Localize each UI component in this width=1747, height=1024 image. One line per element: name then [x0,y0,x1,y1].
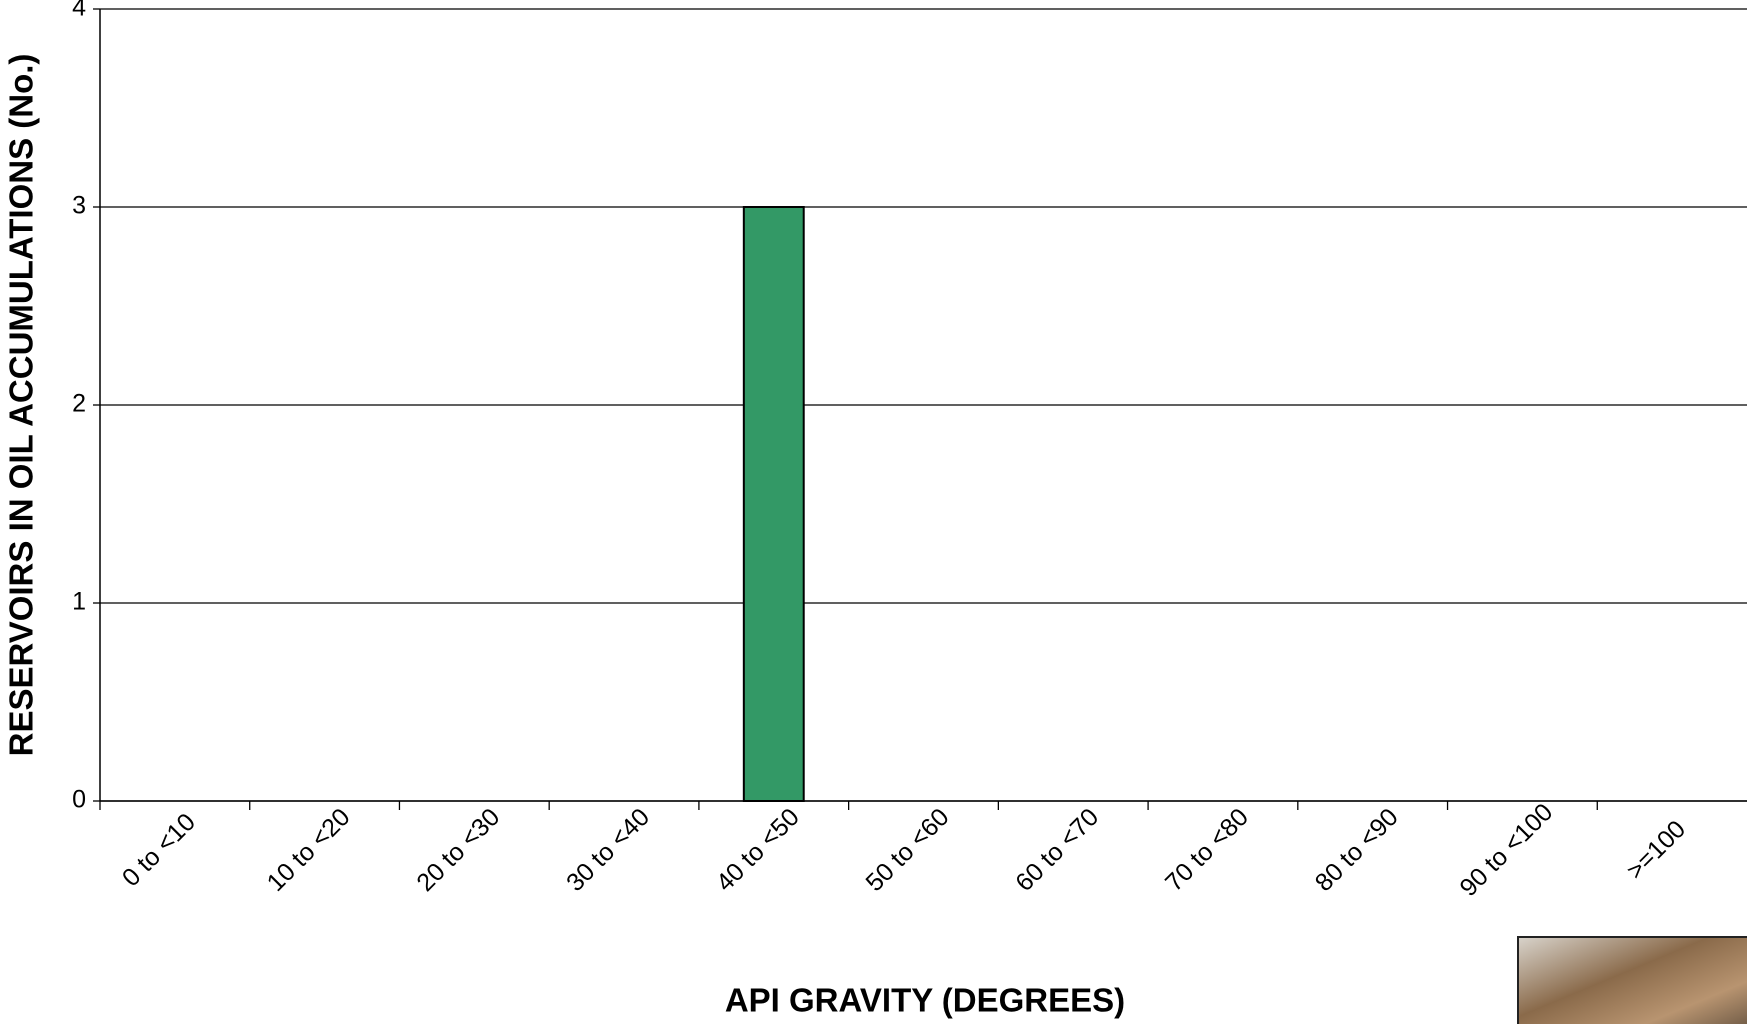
y-tick-label: 1 [72,588,86,616]
x-tick-label: 80 to <90 [1310,803,1404,897]
y-tick-label: 0 [72,786,86,814]
x-tick-label: 0 to <10 [117,808,201,892]
x-tick-label: 50 to <60 [861,803,955,897]
y-tick-label: 3 [72,192,86,220]
x-tick-label: 20 to <30 [411,803,505,897]
bar [742,206,805,802]
x-tick-label: 70 to <80 [1160,803,1254,897]
y-tick-label: 4 [72,0,86,22]
y-tick-label: 2 [72,390,86,418]
x-tick-label: 90 to <100 [1454,798,1558,902]
x-tick-label: 10 to <20 [262,803,356,897]
x-tick-label: 60 to <70 [1010,803,1104,897]
x-axis-title: API GRAVITY (DEGREES) [725,982,1125,1019]
y-axis-title: RESERVOIRS IN OIL ACCUMULATIONS (No.) [3,54,40,757]
x-tick-label: >=100 [1621,815,1691,885]
x-tick-label: 40 to <50 [711,803,805,897]
photo-thumbnail [1517,936,1747,1024]
x-tick-label: 30 to <40 [561,803,655,897]
